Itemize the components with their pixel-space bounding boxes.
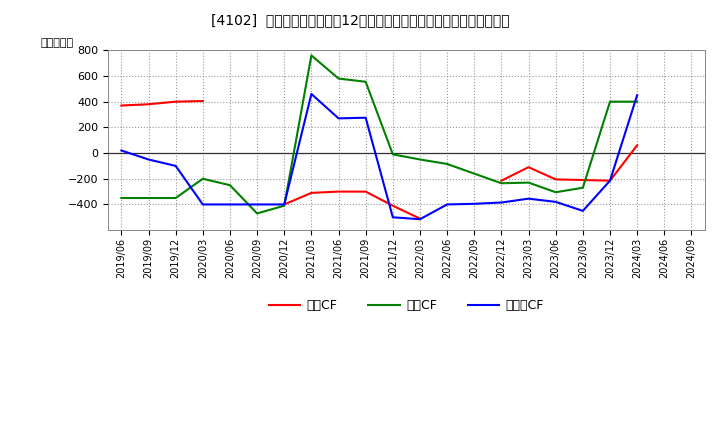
Legend: 営業CF, 投資CF, フリーCF: 営業CF, 投資CF, フリーCF [264,294,549,317]
投資CF [633,99,642,104]
営業CF [199,99,207,104]
投資CF [144,195,153,201]
投資CF [361,79,370,84]
投資CF [415,157,424,162]
フリーCF [497,200,505,205]
フリーCF [199,202,207,207]
フリーCF [361,115,370,121]
フリーCF [144,157,153,162]
フリーCF [171,163,180,169]
営業CF [117,103,126,108]
フリーCF [280,202,289,207]
投資CF [199,176,207,181]
フリーCF [524,196,533,202]
フリーCF [552,199,560,205]
Line: 投資CF: 投資CF [122,55,637,213]
フリーCF [334,116,343,121]
フリーCF [443,202,451,207]
営業CF [144,102,153,107]
投資CF [470,171,479,176]
投資CF [497,180,505,186]
フリーCF [307,92,315,97]
Text: [4102]  キャッシュフローの12か月移動合計の対前年同期増減額の推移: [4102] キャッシュフローの12か月移動合計の対前年同期増減額の推移 [211,13,509,27]
投資CF [389,152,397,157]
Line: フリーCF: フリーCF [122,94,637,219]
営業CF [171,99,180,104]
投資CF [171,195,180,201]
投資CF [280,203,289,209]
投資CF [443,161,451,167]
フリーCF [606,178,614,183]
Line: 営業CF: 営業CF [122,101,203,106]
投資CF [225,183,234,188]
フリーCF [470,201,479,206]
フリーCF [389,215,397,220]
投資CF [253,211,261,216]
Y-axis label: （百万円）: （百万円） [40,38,73,48]
フリーCF [415,216,424,222]
投資CF [579,185,588,191]
フリーCF [225,202,234,207]
フリーCF [579,208,588,213]
投資CF [334,76,343,81]
投資CF [552,190,560,195]
投資CF [524,180,533,185]
投資CF [117,195,126,201]
フリーCF [253,202,261,207]
フリーCF [633,92,642,98]
投資CF [307,53,315,58]
フリーCF [117,148,126,153]
投資CF [606,99,614,104]
